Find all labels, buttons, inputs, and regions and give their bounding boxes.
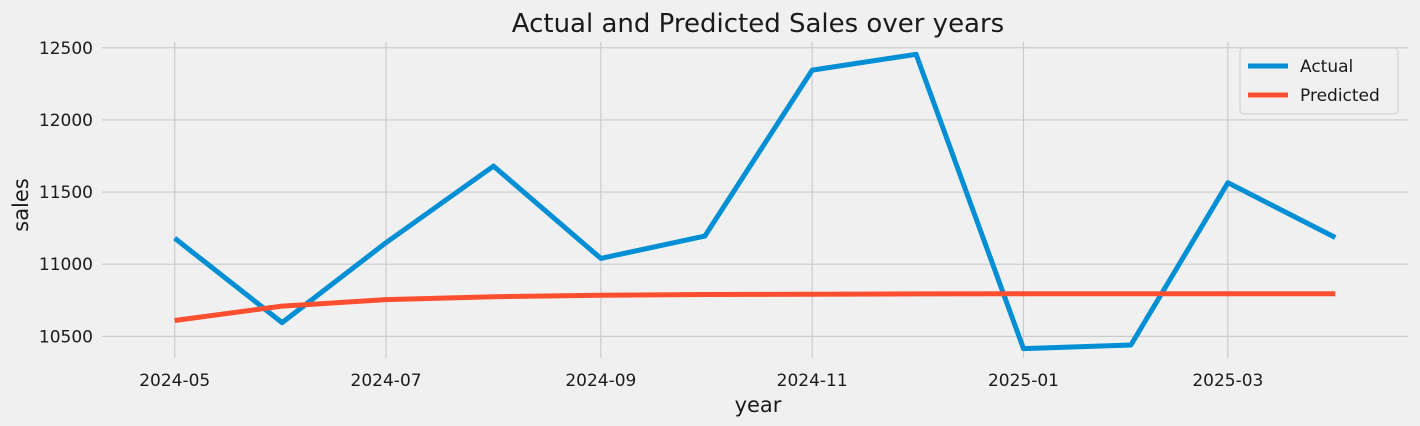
legend-label-predicted: Predicted <box>1300 86 1380 106</box>
x-tick-label: 2025-01 <box>988 371 1059 391</box>
grid <box>102 42 1408 358</box>
series-layer <box>173 51 1337 352</box>
series-line-predicted <box>174 291 1336 323</box>
x-tick-label: 2024-07 <box>351 371 422 391</box>
legend: Actual Predicted <box>1239 47 1399 115</box>
x-tick-label: 2024-05 <box>139 371 210 391</box>
y-tick-label: 11500 <box>39 183 93 203</box>
x-axis-label: year <box>735 393 782 417</box>
x-tick-label: 2025-03 <box>1192 371 1263 391</box>
x-tick-labels: 2024-05 2024-07 2024-09 2024-11 2025-01 2025-… <box>139 371 1263 391</box>
y-axis-label: sales <box>9 178 33 232</box>
x-tick-label: 2024-09 <box>565 371 636 391</box>
legend-label-actual: Actual <box>1300 57 1353 77</box>
y-tick-labels: 10500 11000 11500 12000 12500 <box>39 39 93 348</box>
series-line-actual <box>173 51 1337 352</box>
y-tick-label: 12000 <box>39 111 93 131</box>
x-tick-label: 2024-11 <box>777 371 848 391</box>
y-tick-label: 12500 <box>39 39 93 59</box>
chart-title: Actual and Predicted Sales over years <box>512 9 1004 39</box>
y-tick-label: 10500 <box>39 327 93 347</box>
y-tick-label: 11000 <box>39 255 93 275</box>
